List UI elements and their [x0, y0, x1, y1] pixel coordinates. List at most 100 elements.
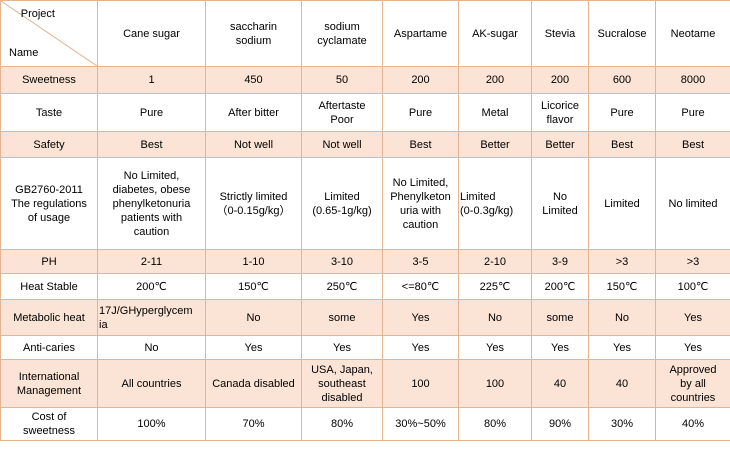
cell-text-line: 3-5 — [412, 255, 429, 268]
cell-text-line: 3-10 — [330, 255, 354, 268]
table-cell: No — [205, 299, 302, 336]
table-cell: Yes — [458, 335, 532, 360]
cell-text-line: Anti-caries — [23, 341, 75, 354]
cell-text-line: Yes — [684, 341, 702, 354]
table-cell: Pure — [382, 93, 459, 132]
table-cell: Limited — [588, 157, 656, 250]
cell-text-line: countries — [670, 391, 716, 404]
table-cell: 2-10 — [458, 249, 532, 274]
cell-text-line: Limited — [542, 204, 578, 217]
cell-text-line: Yes — [551, 341, 569, 354]
cell-text-line: Sweetness — [22, 74, 76, 86]
cell-text-line: Best — [409, 138, 432, 151]
table-cell: 225℃ — [458, 273, 532, 300]
table-cell: Yes — [205, 335, 302, 360]
cell-text-line: Not well — [233, 138, 274, 151]
cell-text-line: Yes — [411, 341, 430, 354]
cell-text-line: Cost of — [31, 411, 67, 423]
table-cell: 90% — [531, 407, 589, 441]
row-header: International Management — [0, 359, 98, 408]
row-header: Safety — [0, 131, 98, 158]
table-cell: Best — [655, 131, 730, 158]
cell-text-line: sweetness — [23, 425, 75, 437]
table-cell: Yes — [655, 335, 730, 360]
cell-text-line: 80% — [483, 418, 507, 430]
cell-text-line: of usage — [27, 211, 71, 224]
table-cell: 30%~50% — [382, 407, 459, 441]
cell-text-line: Metal — [481, 106, 509, 119]
table-cell: Aftertaste Poor — [301, 93, 383, 132]
cell-text-line: 225℃ — [479, 280, 511, 293]
cell-text-line: （0-0.15g/kg） — [216, 204, 291, 217]
row-header: Metabolic heat — [0, 299, 98, 336]
cell-text-line: GB2760-2011 — [15, 183, 83, 196]
cell-text-line: Pure — [681, 106, 705, 119]
row-header: Sweetness — [0, 66, 98, 94]
table-row-sweetness: Sweetness 1 450 50 200 200 200 600 8000 — [0, 66, 730, 94]
cell-text-line: All countries — [121, 377, 182, 390]
cell-text-line: Neotame — [670, 27, 716, 40]
corner-project-label: Project — [20, 8, 55, 20]
cell-text-line: Aspartame — [393, 27, 448, 40]
table-cell: No Limited — [531, 157, 589, 250]
cell-text-line: Approved — [669, 363, 717, 376]
cell-text-line: Poor — [330, 113, 354, 126]
cell-text-line: 2-11 — [140, 255, 163, 268]
diagonal-line — [1, 1, 97, 66]
cell-text-line: Pure — [139, 106, 164, 119]
table-cell: Best — [382, 131, 459, 158]
cell-text-line: No limited — [668, 197, 718, 210]
table-cell: USA, Japan, southeast disabled — [301, 359, 383, 408]
table-cell: 100℃ — [655, 273, 730, 300]
table-row-international-management: International Management All countries Cana… — [0, 359, 730, 408]
cell-text-line: Yes — [333, 341, 351, 354]
column-header-aspartame: Aspartame — [382, 0, 459, 67]
table-cell: some — [531, 299, 589, 336]
row-header: GB2760-2011 The regulations of usage — [0, 157, 98, 250]
column-header-sodium-cyclamate: sodium cyclamate — [301, 0, 383, 67]
cell-text-line: AK-sugar — [472, 27, 518, 40]
table-cell: 150℃ — [588, 273, 656, 300]
table-row-cost-of-sweetness: Cost of sweetness 100% 70% 80% 30%~50% 80% 90% 3… — [0, 407, 730, 441]
table-cell: No limited — [655, 157, 730, 250]
cell-text-line: 3-9 — [552, 255, 568, 268]
column-header-neotame: Neotame — [655, 0, 730, 67]
table-cell: Best — [588, 131, 656, 158]
cell-text-line: Best — [140, 138, 163, 151]
cell-text-line: Heat Stable — [20, 280, 78, 293]
cell-text-line: Limited — [604, 197, 640, 210]
cell-text-line: 200℃ — [136, 280, 167, 293]
table-cell: 17J/GHyperglycem ia — [97, 299, 206, 336]
table-cell: 100 — [458, 359, 532, 408]
table-cell: 50 — [301, 66, 383, 94]
cell-text-line: 150℃ — [238, 280, 269, 293]
cell-text-line: Better — [480, 138, 510, 151]
cell-text-line: 100% — [137, 418, 166, 430]
cell-text-line: Best — [681, 138, 704, 151]
cell-text-line: 1 — [148, 74, 155, 86]
table-cell: <=80℃ — [382, 273, 459, 300]
cell-text-line: (0-0.3g/kg) — [460, 204, 514, 217]
cell-text-line: >3 — [615, 255, 629, 268]
table-cell: 40 — [588, 359, 656, 408]
cell-text-line: >3 — [686, 255, 700, 268]
table-cell: 30% — [588, 407, 656, 441]
table-cell: Pure — [655, 93, 730, 132]
table-cell: 100 — [382, 359, 459, 408]
cell-text-line: Pure — [610, 106, 634, 119]
cell-text-line: (0.65-1g/kg) — [312, 204, 372, 217]
cell-text-line: caution — [133, 225, 170, 238]
header-row: Project Name Cane sugar saccharin sodium so… — [0, 0, 730, 67]
table-cell: No Limited, Phenylketon uria with caution — [382, 157, 459, 250]
column-header-sucralose: Sucralose — [588, 0, 656, 67]
table-cell: Metal — [458, 93, 532, 132]
table-cell: All countries — [97, 359, 206, 408]
cell-text-line: 450 — [244, 74, 263, 86]
row-header: PH — [0, 249, 98, 274]
cell-text-line: 90% — [548, 418, 572, 430]
table-cell: 200 — [382, 66, 459, 94]
table-cell: 250℃ — [301, 273, 383, 300]
cell-text-line: No Limited, — [392, 176, 449, 189]
table-row-ph: PH 2-11 1-10 3-10 3-5 2-10 3-9 >3 >3 — [0, 249, 730, 274]
table-cell: Yes — [531, 335, 589, 360]
